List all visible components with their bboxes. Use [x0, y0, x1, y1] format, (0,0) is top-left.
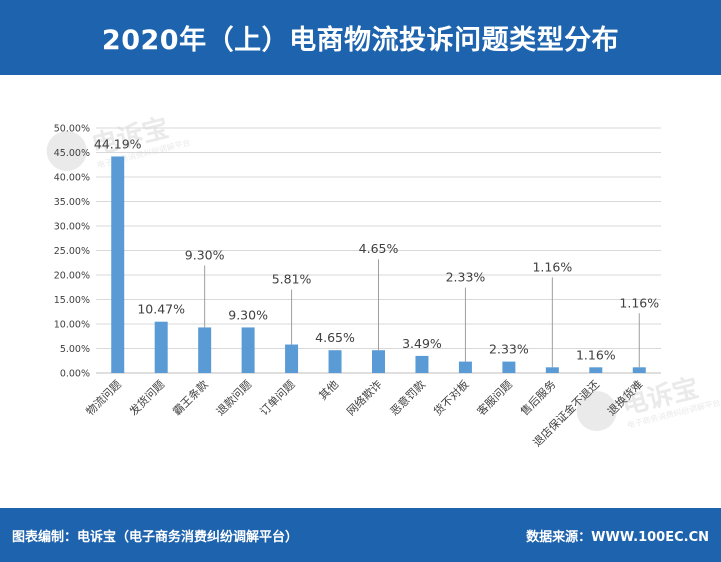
- x-axis: 物流问题 发货问题 霸王条款 退款问题 订单问题 其他 网络欺诈 恶意罚款 货不对板 客服问题 售后…: [83, 377, 646, 449]
- chart-area: 电诉宝 电子商务消费纠纷调解平台 电诉宝 电子商务消费纠纷调解平台 0.00% 5…: [0, 75, 721, 507]
- data-label: 1.16%: [619, 295, 659, 310]
- bar: [372, 350, 385, 373]
- data-label: 4.65%: [315, 330, 355, 345]
- x-tick-label: 售后服务: [517, 377, 558, 418]
- y-axis: 0.00% 5.00% 10.00% 15.00% 20.00% 25.00% 30.00%…: [54, 124, 90, 380]
- x-tick-label: 发货问题: [126, 377, 167, 418]
- y-tick-label: 40.00%: [54, 173, 90, 184]
- x-tick-label: 霸王条款: [170, 377, 211, 418]
- x-tick-label: 物流问题: [83, 377, 124, 418]
- x-tick-label: 订单问题: [257, 378, 297, 418]
- y-tick-label: 35.00%: [54, 197, 90, 208]
- bar: [285, 344, 299, 373]
- bar: [328, 350, 342, 373]
- data-label: 1.16%: [532, 259, 572, 274]
- bars-layer: 44.19% 10.47% 9.30% 9.30% 5.81% 4.65% 4.65% 3.4…: [94, 136, 659, 373]
- y-tick-label: 30.00%: [54, 222, 90, 233]
- footer-credit: 图表编制：电诉宝（电子商务消费纠纷调解平台）: [12, 530, 299, 545]
- data-label: 44.19%: [94, 136, 142, 151]
- bar: [415, 355, 429, 373]
- data-label: 2.33%: [446, 270, 486, 285]
- grid-layer: [96, 127, 661, 374]
- watermark-logo-icon: [46, 131, 87, 172]
- bar: [589, 367, 603, 373]
- bar: [545, 367, 559, 373]
- footer-banner: 图表编制：电诉宝（电子商务消费纠纷调解平台） 数据来源：WWW.100EC.CN: [0, 508, 721, 562]
- y-tick-label: 25.00%: [54, 246, 90, 257]
- x-tick-label: 网络欺诈: [344, 377, 385, 418]
- y-tick-label: 10.00%: [54, 320, 90, 331]
- data-label: 9.30%: [185, 247, 225, 262]
- footer-source: 数据来源：WWW.100EC.CN: [526, 530, 709, 545]
- x-tick-label: 退款问题: [213, 377, 254, 418]
- x-tick-label: 货不对板: [431, 377, 472, 418]
- y-tick-label: 20.00%: [54, 271, 90, 282]
- data-label: 2.33%: [489, 342, 529, 357]
- bar: [502, 361, 516, 373]
- x-tick-label: 客服问题: [474, 377, 515, 418]
- bar: [632, 367, 646, 373]
- data-label: 3.49%: [402, 336, 442, 351]
- data-label: 10.47%: [137, 302, 185, 317]
- bar: [458, 361, 472, 373]
- bar: [241, 327, 255, 373]
- data-label: 4.65%: [359, 241, 399, 256]
- bar-chart: 电诉宝 电子商务消费纠纷调解平台 电诉宝 电子商务消费纠纷调解平台 0.00%5…: [46, 112, 721, 449]
- bar: [198, 327, 212, 373]
- header-banner: 2020年（上）电商物流投诉问题类型分布: [0, 0, 721, 75]
- chart-title: 2020年（上）电商物流投诉问题类型分布: [101, 25, 620, 56]
- y-tick-label: 0.00%: [60, 369, 90, 380]
- watermark-right: 电诉宝 电子商务消费纠纷调解平台: [576, 372, 721, 432]
- y-tick-label: 50.00%: [54, 124, 90, 135]
- y-tick-label: 5.00%: [60, 344, 90, 355]
- bar: [111, 156, 125, 373]
- data-label: 9.30%: [228, 307, 268, 322]
- y-tick-label: 45.00%: [54, 148, 90, 159]
- x-tick-label: 其他: [316, 378, 341, 403]
- bar: [154, 321, 168, 373]
- data-label: 1.16%: [576, 347, 616, 362]
- x-tick-label: 恶意罚款: [387, 377, 428, 418]
- watermark-logo-icon: [576, 391, 617, 432]
- data-label: 5.81%: [272, 272, 312, 287]
- y-tick-label: 15.00%: [54, 295, 90, 306]
